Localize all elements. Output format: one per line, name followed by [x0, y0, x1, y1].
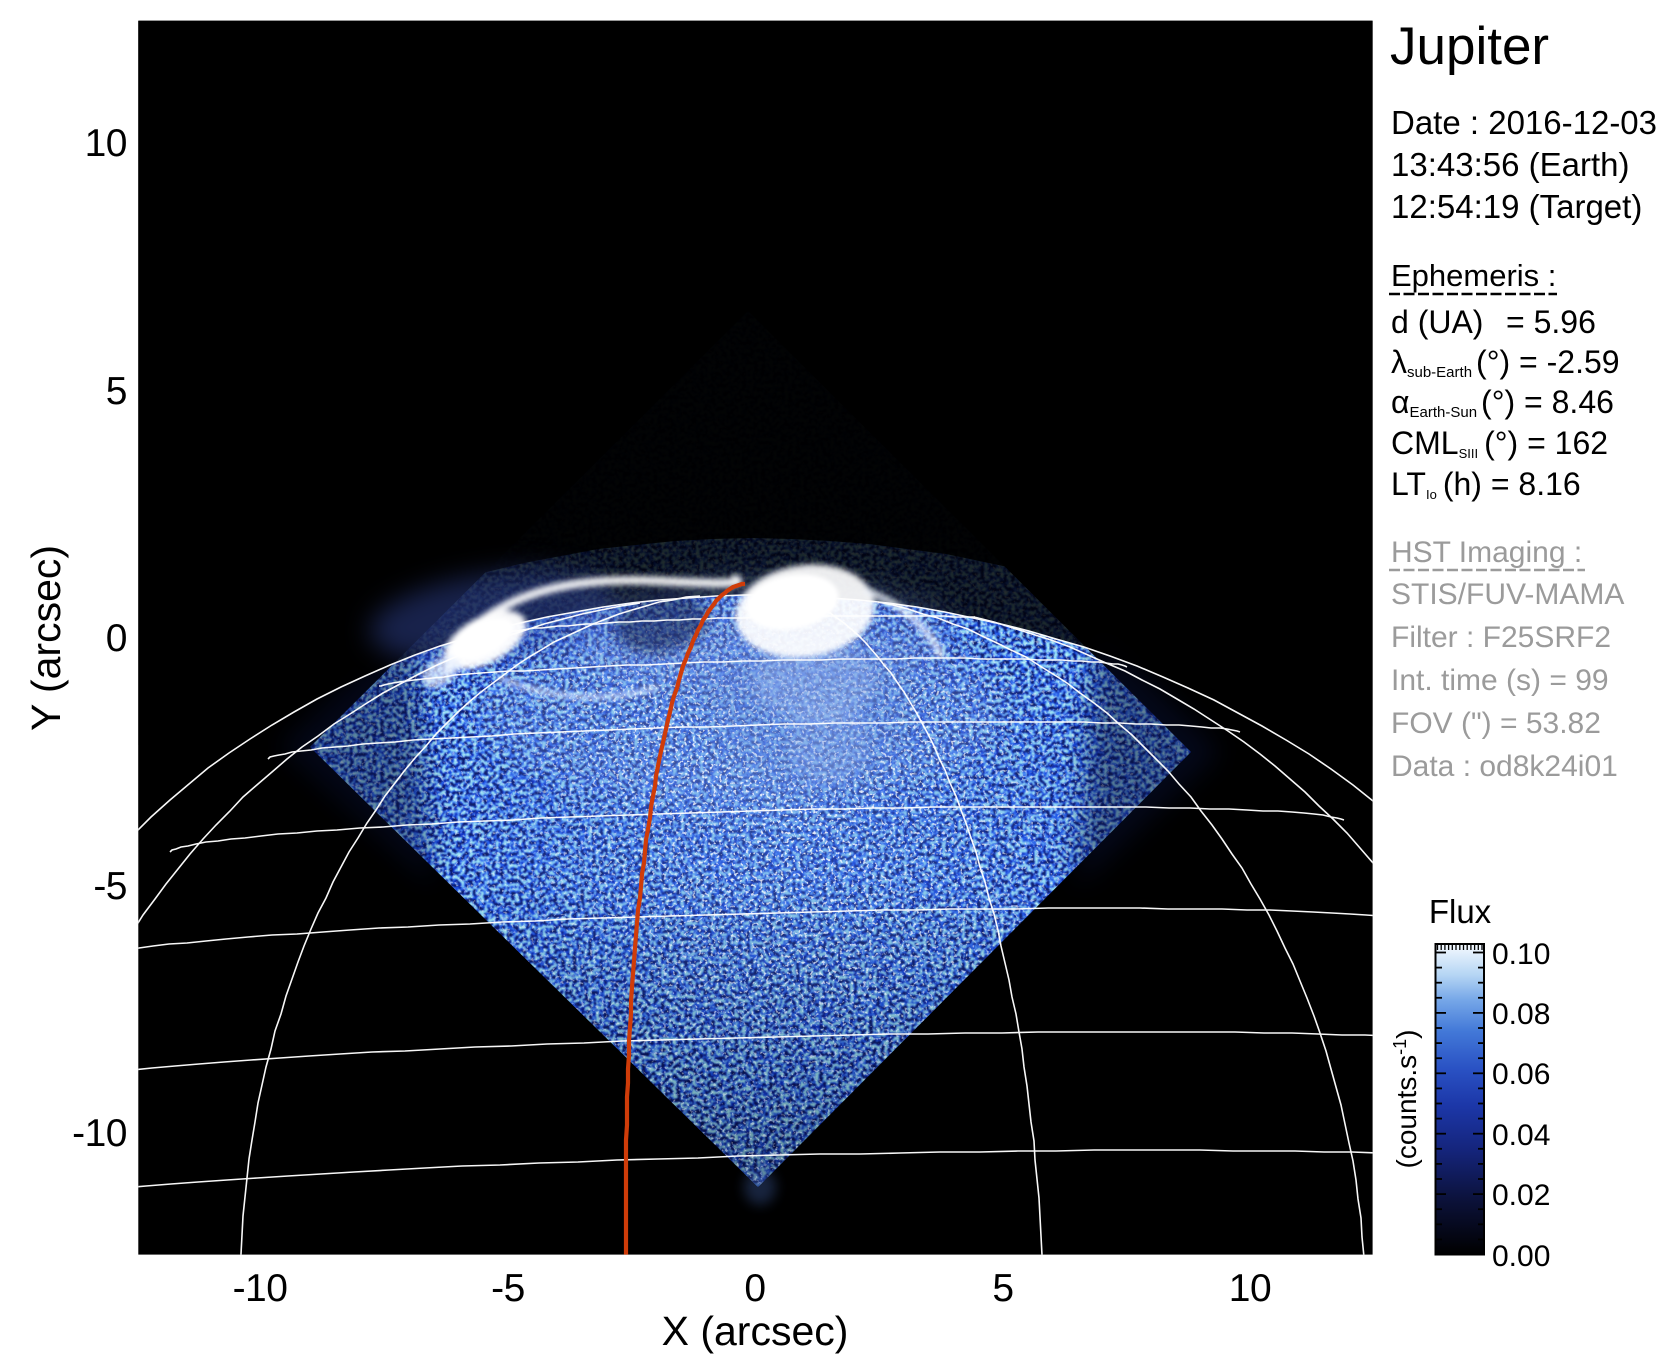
svg-text:0: 0	[744, 1267, 765, 1310]
svg-text:-5: -5	[491, 1267, 525, 1310]
svg-text:0.04: 0.04	[1492, 1119, 1550, 1152]
svg-text:αEarth-Sun(°) = 8.46: αEarth-Sun (°) = 8.46	[1391, 384, 1614, 421]
svg-text:Y (arcsec): Y (arcsec)	[23, 545, 69, 731]
svg-text:0.00: 0.00	[1492, 1240, 1550, 1273]
svg-text:Flux: Flux	[1429, 893, 1492, 930]
svg-text:-10: -10	[233, 1267, 288, 1310]
svg-text:Jupiter: Jupiter	[1390, 17, 1549, 76]
svg-text:0.08: 0.08	[1492, 998, 1550, 1031]
svg-text:Int. time (s) = 99: Int. time (s) = 99	[1391, 664, 1609, 697]
svg-text:13:43:56 (Earth): 13:43:56 (Earth)	[1391, 146, 1629, 183]
svg-text:(counts.s-1): (counts.s-1)	[1390, 1030, 1422, 1169]
svg-text:d (UA)= 5.96: d (UA) = 5.96	[1391, 304, 1596, 340]
svg-text:-5: -5	[93, 865, 127, 908]
svg-text:LTIo(h) = 8.16: LTIo (h) = 8.16	[1391, 466, 1581, 502]
svg-text:X (arcsec): X (arcsec)	[662, 1308, 849, 1354]
svg-text:10: 10	[85, 122, 127, 165]
svg-text:Filter : F25SRF2: Filter : F25SRF2	[1391, 621, 1611, 654]
svg-text:Ephemeris :: Ephemeris :	[1391, 258, 1556, 293]
svg-text:0: 0	[106, 617, 127, 660]
svg-text:0.06: 0.06	[1492, 1058, 1550, 1091]
svg-text:12:54:19 (Target): 12:54:19 (Target)	[1391, 188, 1642, 225]
svg-text:0.10: 0.10	[1492, 938, 1550, 971]
svg-text:5: 5	[992, 1267, 1013, 1310]
svg-text:0.02: 0.02	[1492, 1179, 1550, 1212]
svg-text:CMLSIII(°) = 162: CMLSIII (°) = 162	[1391, 425, 1608, 461]
svg-text:FOV (") = 53.82: FOV (") = 53.82	[1391, 707, 1601, 740]
svg-text:λsub-Earth(°) = -2.59: λsub-Earth (°) = -2.59	[1391, 344, 1620, 381]
svg-text:-10: -10	[72, 1112, 127, 1155]
svg-text:Data : od8k24i01: Data : od8k24i01	[1391, 750, 1618, 783]
svg-text:STIS/FUV-MAMA: STIS/FUV-MAMA	[1391, 578, 1624, 611]
svg-text:HST Imaging :: HST Imaging :	[1391, 536, 1582, 569]
svg-text:Date : 2016-12-03: Date : 2016-12-03	[1391, 104, 1657, 141]
svg-text:10: 10	[1229, 1267, 1271, 1310]
svg-text:5: 5	[106, 370, 127, 413]
